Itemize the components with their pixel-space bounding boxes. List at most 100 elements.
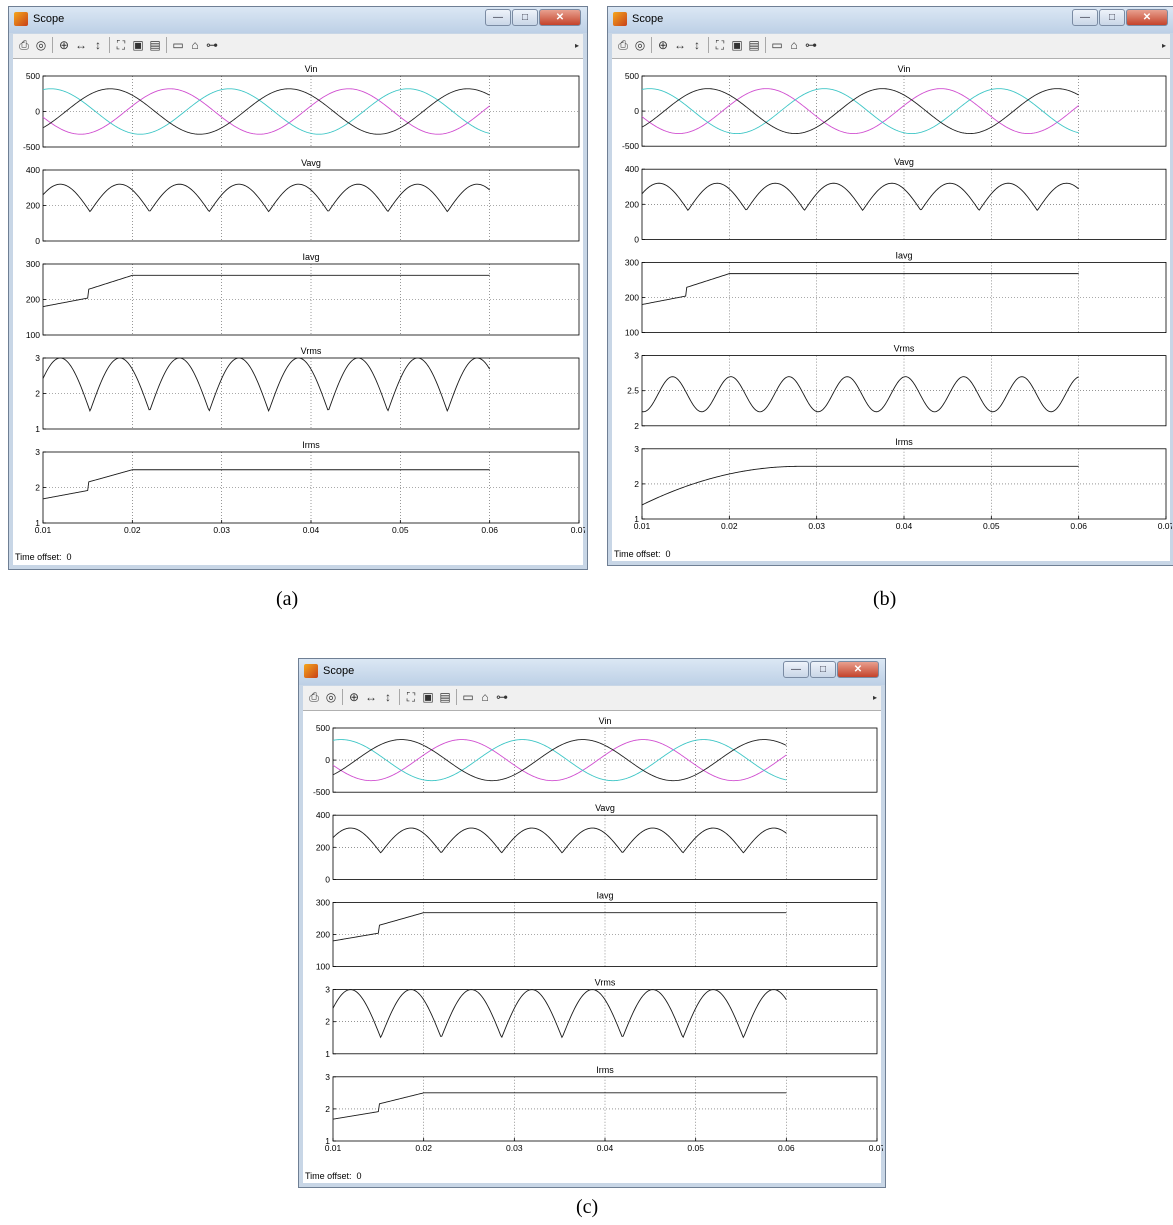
print-icon[interactable]: ⎙ [309,690,319,704]
zoom-y-icon[interactable]: ↕ [95,38,101,52]
series-line [332,827,787,854]
toolbar: ⎙ ◎ ⊕ ↔ ↕ ⛶ ▣ ▤ ▭ ⌂ ⊶ ▸ [612,34,1170,59]
series-line [641,273,1079,305]
subplot-title: Vin [305,64,318,74]
close-button[interactable]: ✕ [837,661,879,678]
close-button[interactable]: ✕ [1126,9,1168,26]
zoom-y-icon[interactable]: ↕ [385,690,391,704]
autoscale-icon[interactable]: ⛶ [116,38,126,52]
title-bar[interactable]: Scope — □ ✕ [608,7,1173,33]
maximize-button[interactable]: □ [512,9,538,26]
parameters-icon[interactable]: ◎ [325,690,337,704]
maximize-button[interactable]: □ [810,661,836,678]
subplot-title: Iavg [596,890,613,900]
matlab-icon [304,664,318,678]
y-tick-label: 1 [35,424,40,434]
signal-selection-icon[interactable]: ⊶ [805,38,817,52]
restore-axes-icon[interactable]: ▤ [748,38,760,52]
save-axes-icon[interactable]: ▣ [731,38,743,52]
parameters-icon[interactable]: ◎ [634,38,646,52]
floating-scope-icon[interactable]: ▭ [172,38,184,52]
subplot-title: Vrms [595,978,616,988]
autoscale-icon[interactable]: ⛶ [715,38,725,52]
plot-area: Vin 500 0 -500 Vavg 400 200 0 Iavg 300 200 100 Vrms 3… [13,59,585,565]
y-tick-label: 1 [325,1136,330,1146]
lock-icon[interactable]: ⌂ [481,690,489,704]
toolbar-overflow-icon[interactable]: ▸ [574,41,579,50]
zoom-x-icon[interactable]: ↔ [365,690,377,704]
x-tick-label: 0.04 [597,1143,614,1153]
y-tick-label: 1 [634,514,639,524]
parameters-icon[interactable]: ◎ [35,38,47,52]
y-tick-label: 500 [26,71,40,81]
autoscale-icon[interactable]: ⛶ [406,690,416,704]
signal-selection-icon[interactable]: ⊶ [496,690,508,704]
y-tick-label: 200 [316,930,330,940]
lock-icon[interactable]: ⌂ [191,38,199,52]
plot-area: Vin 500 0 -500 Vavg 400 200 0 Iavg 300 200 100 Vrms 3… [303,711,883,1183]
subplot-title: Vin [599,716,612,726]
y-tick-label: 200 [26,295,40,305]
zoom-x-icon[interactable]: ↔ [75,38,87,52]
zoom-y-icon[interactable]: ↕ [694,38,700,52]
save-axes-icon[interactable]: ▣ [132,38,144,52]
toolbar-overflow-icon[interactable]: ▸ [1161,41,1166,50]
subplot-iavg: Iavg 300 200 100 [625,250,1167,338]
subplot-title: Vrms [894,344,915,354]
time-offset-label: Time offset: [614,549,661,559]
restore-axes-icon[interactable]: ▤ [439,690,451,704]
print-icon[interactable]: ⎙ [19,38,29,52]
y-tick-label: 200 [26,201,40,211]
scope-window-a: Scope — □ ✕ ⎙ ◎ ⊕ ↔ ↕ ⛶ ▣ ▤ ▭ ⌂ ⊶ ▸ Vin 500 0 -500 Vavg… [8,6,588,570]
series-phase-3 [332,739,787,782]
zoom-icon[interactable]: ⊕ [58,38,70,52]
minimize-button[interactable]: — [485,9,511,26]
minimize-button[interactable]: — [1072,9,1098,26]
toolbar-separator [109,37,110,53]
y-tick-label: 100 [625,328,639,338]
subplot-title: Iavg [302,252,319,262]
y-tick-label: -500 [23,142,40,152]
maximize-button[interactable]: □ [1099,9,1125,26]
y-tick-label: 3 [634,351,639,361]
restore-axes-icon[interactable]: ▤ [149,38,161,52]
zoom-icon[interactable]: ⊕ [348,690,360,704]
x-tick-label: 0.03 [213,525,230,535]
time-offset-label: Time offset: [15,552,62,562]
title-bar[interactable]: Scope — □ ✕ [299,659,885,685]
time-offset-value: 0 [665,549,671,559]
subplot-vrms: Vrms 3 2 1 [325,978,878,1059]
toolbar-overflow-icon[interactable]: ▸ [872,693,877,702]
lock-icon[interactable]: ⌂ [790,38,798,52]
series-line [42,183,490,213]
zoom-icon[interactable]: ⊕ [657,38,669,52]
toolbar-separator [708,37,709,53]
save-axes-icon[interactable]: ▣ [422,690,434,704]
zoom-x-icon[interactable]: ↔ [674,38,686,52]
x-tick-label: 0.07 [1158,521,1172,531]
scope-window-c: Scope — □ ✕ ⎙ ◎ ⊕ ↔ ↕ ⛶ ▣ ▤ ▭ ⌂ ⊶ ▸ Vin 500 0 -500 Vavg… [298,658,886,1188]
title-bar[interactable]: Scope — □ ✕ [9,7,587,33]
x-tick-label: 0.02 [415,1143,432,1153]
minimize-button[interactable]: — [783,661,809,678]
series-phase-2 [332,739,787,782]
subplot-iavg: Iavg 300 200 100 [316,890,878,972]
print-icon[interactable]: ⎙ [618,38,628,52]
toolbar: ⎙ ◎ ⊕ ↔ ↕ ⛶ ▣ ▤ ▭ ⌂ ⊶ ▸ [303,686,881,711]
x-tick-label: 0.03 [506,1143,523,1153]
matlab-icon [613,12,627,26]
y-tick-label: 3 [35,353,40,363]
toolbar-separator [342,689,343,705]
subplot-vrms: Vrms 3 2.5 2 [627,344,1167,431]
floating-scope-icon[interactable]: ▭ [462,690,474,704]
close-button[interactable]: ✕ [539,9,581,26]
series-phase-3 [641,88,1079,135]
floating-scope-icon[interactable]: ▭ [771,38,783,52]
series-phase-2 [641,88,1079,135]
y-tick-label: 3 [325,1072,330,1082]
subplot-title: Irms [596,1065,614,1075]
toolbar-separator [399,689,400,705]
y-tick-label: 1 [35,518,40,528]
signal-selection-icon[interactable]: ⊶ [206,38,218,52]
y-tick-label: 2 [325,1017,330,1027]
